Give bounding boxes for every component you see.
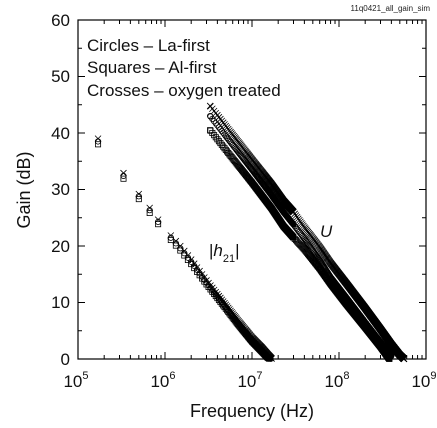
cross-point (184, 252, 192, 259)
cross-point (196, 267, 203, 275)
x-tick-label: 109 (411, 370, 436, 391)
axis-ticks (77, 19, 427, 360)
x-tick-label: 106 (150, 370, 175, 391)
x-tick-label: 108 (324, 370, 349, 391)
square-point (181, 252, 188, 259)
y-tick-label: 50 (51, 67, 70, 86)
legend-line-squares: Squares – Al-first (87, 58, 217, 77)
y-axis-label: Gain (dB) (14, 151, 34, 228)
cross-point (94, 135, 102, 142)
data-markers (94, 102, 408, 363)
h21-annotation: |h21| (209, 241, 240, 265)
square-point (120, 175, 127, 182)
cross-point (146, 204, 153, 212)
cross-point (201, 274, 208, 281)
file-id-label: 11q0421_all_gain_sim (351, 4, 431, 13)
square-point (167, 237, 174, 244)
legend-line-circles: Circles – La-first (87, 36, 210, 55)
cross-point (190, 260, 198, 267)
cross-point (206, 102, 214, 110)
square-point (212, 134, 219, 141)
square-point (211, 132, 218, 139)
cross-point (181, 247, 188, 255)
square-point (207, 127, 214, 134)
y-tick-label: 30 (51, 180, 70, 199)
square-point (146, 209, 153, 216)
cross-point (187, 256, 195, 263)
cross-point (135, 190, 143, 198)
square-point (214, 136, 221, 143)
y-tick-label: 10 (51, 293, 70, 312)
cross-point (198, 271, 206, 278)
cross-point (154, 216, 162, 223)
x-axis-label: Frequency (Hz) (190, 401, 314, 421)
cross-point (120, 169, 127, 177)
x-tick-label: 107 (237, 370, 262, 391)
square-point (135, 196, 142, 203)
y-tick-label: 20 (51, 237, 70, 256)
cross-point (177, 242, 184, 250)
square-point (95, 141, 102, 148)
square-point (155, 221, 162, 228)
cross-point (167, 232, 175, 239)
square-point (172, 242, 179, 249)
cross-point (193, 264, 201, 271)
y-tick-label: 60 (51, 11, 70, 30)
y-tick-label: 0 (61, 350, 70, 369)
x-tick-label: 105 (63, 370, 88, 391)
legend-line-crosses: Crosses – oxygen treated (87, 81, 281, 100)
square-point (177, 247, 184, 254)
circle-point (212, 120, 219, 127)
y-tick-label: 40 (51, 124, 70, 143)
u-annotation: U (320, 222, 333, 241)
